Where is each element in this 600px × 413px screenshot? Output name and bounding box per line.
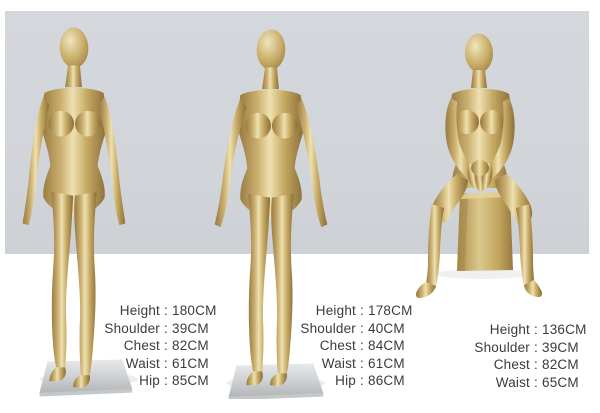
spec-value: 39CM xyxy=(542,339,579,355)
floor-shadow xyxy=(435,269,531,279)
spec-value: 39CM xyxy=(172,320,209,336)
spec-label: Hip xyxy=(139,373,160,389)
spec-label: Shoulder xyxy=(300,320,356,336)
mannequin-standing-left xyxy=(22,27,139,397)
spec-label: Waist xyxy=(321,355,356,371)
mannequin-body xyxy=(415,33,543,298)
spec-colon: : xyxy=(534,322,538,337)
spec-value: 136CM xyxy=(542,322,587,337)
spec-colon: : xyxy=(360,320,364,336)
spec-colon: : xyxy=(164,303,168,318)
spec-label: Chest xyxy=(493,357,530,373)
spec-colon: : xyxy=(534,357,538,373)
spec-label: Waist xyxy=(495,374,530,390)
spec-colon: : xyxy=(164,320,168,336)
spec-colon: : xyxy=(360,338,364,354)
spec-list-mannequin-1: Height:180CM Shoulder:39CM Chest:82CM Wa… xyxy=(94,302,217,390)
mannequin-seated-right xyxy=(415,33,543,298)
spec-label: Waist xyxy=(125,355,160,371)
spec-label: Shoulder xyxy=(474,339,530,355)
spec-colon: : xyxy=(534,339,538,355)
spec-value: 178CM xyxy=(368,303,413,318)
mannequin-body xyxy=(22,27,126,389)
spec-value: 61CM xyxy=(368,355,405,371)
spec-label: Chest xyxy=(123,338,160,354)
spec-label: Height xyxy=(119,303,160,318)
spec-value: 40CM xyxy=(368,320,405,336)
spec-colon: : xyxy=(164,355,168,371)
mannequin-body xyxy=(214,29,328,387)
spec-label: Hip xyxy=(335,373,356,389)
spec-value: 85CM xyxy=(172,373,209,389)
spec-value: 82CM xyxy=(172,338,209,354)
spec-label: Chest xyxy=(319,338,356,354)
mannequin-standing-center xyxy=(214,29,328,399)
spec-label: Height xyxy=(315,303,356,318)
spec-value: 65CM xyxy=(542,374,579,390)
clasped-hands xyxy=(467,160,493,192)
spec-value: 84CM xyxy=(368,338,405,354)
spec-value: 61CM xyxy=(172,355,209,371)
spec-colon: : xyxy=(164,373,168,389)
spec-list-mannequin-2: Height:178CM Shoulder:40CM Chest:84CM Wa… xyxy=(290,302,413,390)
spec-label: Shoulder xyxy=(104,320,160,336)
spec-value: 180CM xyxy=(172,303,217,318)
pedestal-box xyxy=(457,192,513,271)
spec-value: 82CM xyxy=(542,357,579,373)
spec-list-mannequin-3: Height:136CM Shoulder:39CM Chest:82CM Wa… xyxy=(464,321,587,391)
spec-label: Height xyxy=(489,322,530,337)
spec-colon: : xyxy=(360,373,364,389)
spec-colon: : xyxy=(360,355,364,371)
spec-colon: : xyxy=(164,338,168,354)
spec-colon: : xyxy=(360,303,364,318)
spec-value: 86CM xyxy=(368,373,405,389)
spec-colon: : xyxy=(534,374,538,390)
